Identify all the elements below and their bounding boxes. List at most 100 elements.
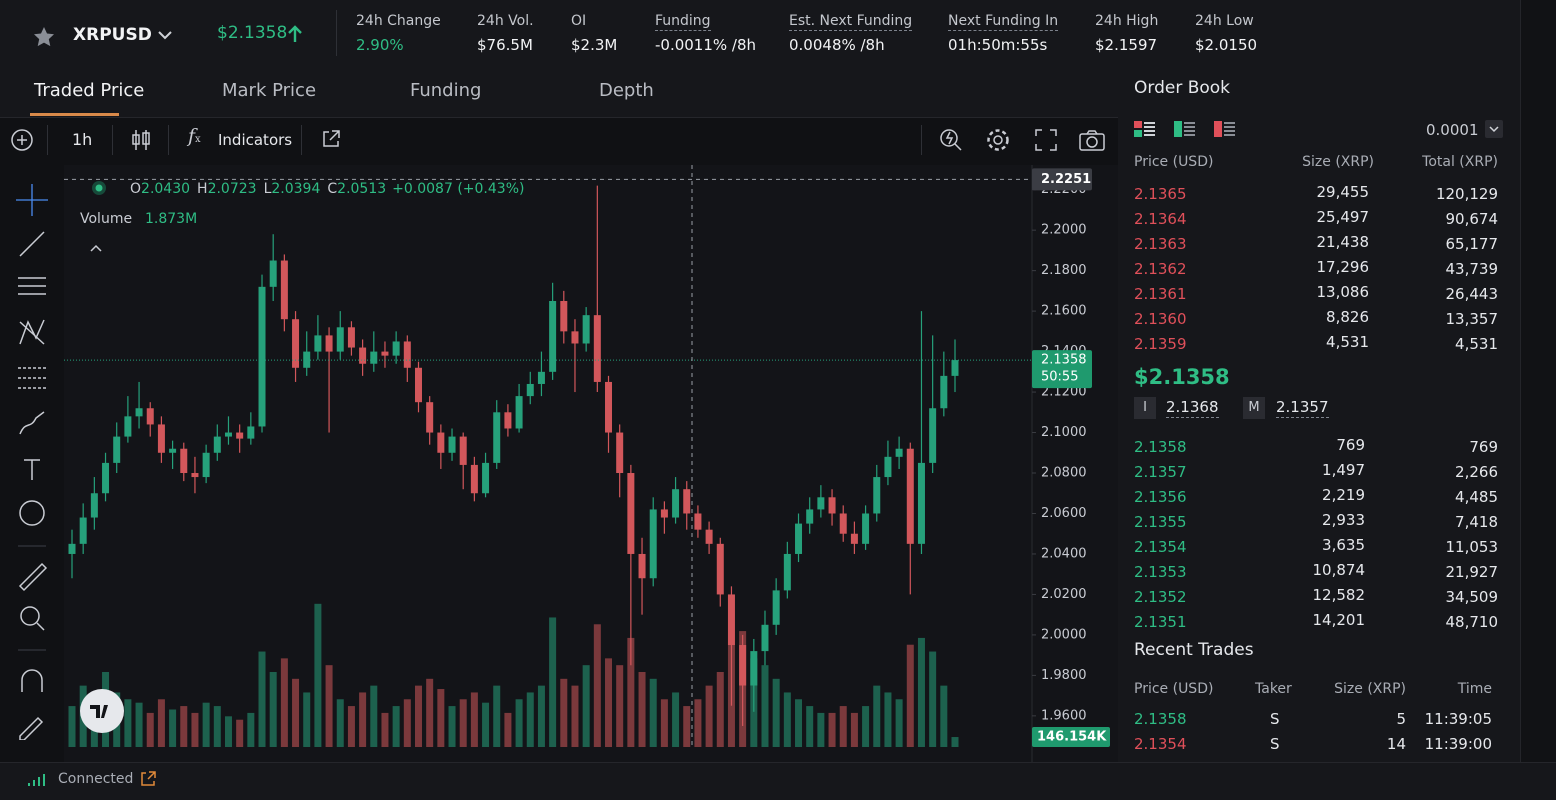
book-size: 2,219	[1322, 486, 1365, 504]
stat-value: 01h:50m:55s	[948, 36, 1048, 54]
interval-button[interactable]: 1h	[72, 130, 93, 149]
chart-type-button[interactable]	[130, 128, 152, 152]
tab[interactable]: Mark Price	[222, 80, 317, 101]
y-tick-label: 2.0600	[1041, 506, 1087, 521]
tab[interactable]: Depth	[599, 80, 654, 101]
column-header: Price (USD)	[1134, 154, 1214, 170]
candle-body	[906, 448, 914, 544]
volume-bar	[280, 658, 288, 747]
book-size: 25,497	[1316, 208, 1370, 226]
volume-bar	[873, 685, 881, 747]
book-price: 2.1354	[1134, 538, 1187, 556]
volume-bar	[705, 685, 713, 747]
volume-marker-label: 146.154K	[1037, 730, 1107, 745]
indicators-button[interactable]: Indicators	[218, 131, 293, 149]
stat-label: Est. Next Funding	[789, 13, 913, 31]
volume-bar	[683, 706, 691, 747]
book-total: 120,129	[1435, 185, 1498, 203]
volume-bar	[795, 699, 803, 747]
volume-bar	[482, 702, 490, 747]
indicators-icon[interactable]: fx	[188, 125, 201, 147]
stat-label: 24h Low	[1195, 13, 1254, 29]
emoji-tool[interactable]	[19, 500, 45, 526]
volume-bar	[929, 651, 937, 747]
book-size: 4,531	[1326, 333, 1369, 351]
candle-body	[403, 341, 411, 368]
mark-price: 2.1357	[1276, 398, 1329, 418]
candle-body	[526, 383, 534, 397]
tick-size[interactable]: 0.0001	[1426, 121, 1479, 139]
projection-tool[interactable]	[18, 367, 46, 389]
volume-bar	[716, 672, 724, 747]
candle-body	[359, 347, 367, 364]
lock-tool[interactable]	[19, 716, 44, 740]
recent-trades-title: Recent Trades	[1134, 640, 1254, 660]
candle-body	[482, 462, 490, 494]
pattern-tool[interactable]	[19, 319, 45, 345]
divider	[921, 125, 922, 155]
volume-legend-value: 1.873M	[145, 211, 197, 227]
trendline-tool[interactable]	[19, 231, 45, 257]
tab[interactable]: Traded Price	[34, 80, 145, 101]
candle-body	[370, 351, 378, 364]
candle-body	[806, 509, 814, 524]
book-view-toggle[interactable]	[1133, 119, 1235, 139]
ruler-tool[interactable]	[18, 562, 48, 592]
add-symbol-button[interactable]	[10, 128, 34, 152]
header-price: $2.1358	[217, 23, 288, 43]
book-total: 4,485	[1455, 488, 1498, 506]
status-link[interactable]	[140, 771, 156, 787]
text-tool[interactable]	[24, 459, 40, 480]
fullscreen-button[interactable]	[1034, 128, 1058, 152]
screenshot-button[interactable]	[1078, 128, 1106, 152]
magnet-tool[interactable]	[21, 669, 43, 692]
volume-bar	[504, 712, 512, 747]
volume-bar	[672, 692, 680, 747]
book-price: 2.1353	[1134, 563, 1187, 581]
candle-body	[437, 432, 445, 453]
y-tick-label: 1.9800	[1041, 668, 1087, 683]
volume-bar	[180, 706, 188, 747]
volume-bar	[314, 603, 322, 747]
tick-size-dropdown[interactable]	[1485, 120, 1503, 138]
candle-body	[157, 424, 165, 453]
candle-body	[795, 523, 803, 554]
volume-bar	[135, 702, 143, 747]
candle-body	[292, 319, 300, 368]
volume-bar	[850, 712, 858, 747]
header-bar	[0, 0, 1520, 68]
legend-open: 2.0430	[141, 181, 190, 197]
open-external-button[interactable]	[321, 129, 341, 149]
candle-body	[884, 456, 892, 478]
candle-body	[202, 452, 210, 478]
trade-size: 5	[1396, 710, 1406, 728]
symbol-dropdown[interactable]	[156, 28, 174, 42]
book-total: 90,674	[1445, 210, 1499, 228]
volume-bar	[515, 699, 523, 747]
candle-body	[549, 300, 557, 372]
symbol[interactable]: XRPUSD	[73, 25, 152, 45]
volume-bar	[862, 706, 870, 747]
stat-label: OI	[571, 13, 587, 29]
volume-bar	[783, 692, 791, 747]
settings-button[interactable]	[985, 127, 1011, 153]
replay-button[interactable]	[938, 127, 964, 153]
divider	[336, 10, 337, 56]
fib-tool[interactable]	[18, 277, 46, 295]
stat-label: Funding	[655, 13, 711, 31]
trade-size: 14	[1386, 735, 1406, 753]
zoom-tool[interactable]	[20, 606, 40, 626]
tab[interactable]: Funding	[410, 80, 482, 101]
stat-value: $2.3M	[571, 36, 618, 54]
connection-icon	[28, 774, 45, 786]
crosshair-tool[interactable]	[16, 184, 48, 216]
candle-body	[414, 367, 422, 403]
book-total: 43,739	[1445, 260, 1499, 278]
candle-body	[627, 473, 635, 554]
book-price: 2.1356	[1134, 488, 1187, 506]
volume-bar	[325, 665, 333, 747]
book-price: 2.1363	[1134, 235, 1187, 253]
y-tick-label: 2.0200	[1041, 587, 1087, 602]
favorite-star[interactable]	[32, 25, 56, 49]
brush-tool[interactable]	[19, 411, 45, 435]
